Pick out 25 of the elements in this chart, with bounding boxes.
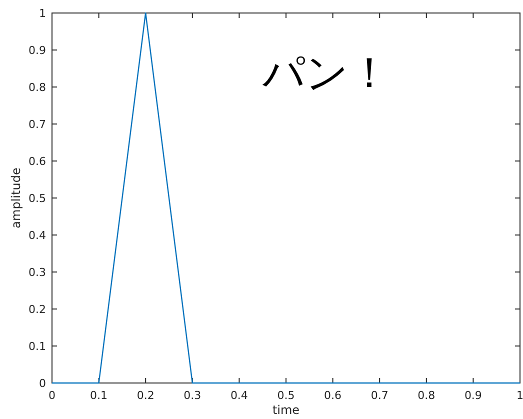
annotation: パン！ (262, 48, 391, 97)
y-tick-label: 0.4 (28, 229, 46, 242)
x-axis-title: time (272, 403, 300, 417)
x-tick-label: 0.1 (90, 389, 108, 402)
y-tick-label: 0.6 (28, 155, 46, 168)
y-tick-label: 0.3 (28, 266, 46, 279)
x-tick-label: 0.3 (184, 389, 202, 402)
y-tick-label: 0.2 (28, 303, 46, 316)
y-axis-title: amplitude (9, 168, 23, 228)
y-tick-label: 0 (39, 377, 46, 390)
x-tick-label: 0.5 (277, 389, 295, 402)
y-tick-label: 0.7 (28, 118, 46, 131)
y-tick-label: 0.1 (28, 340, 46, 353)
x-tick-label: 0.6 (324, 389, 342, 402)
x-tick-label: 0 (48, 389, 56, 402)
x-tick-label: 0.8 (418, 389, 436, 402)
y-tick-label: 0.9 (28, 44, 46, 57)
x-tick-label: 0.7 (370, 389, 388, 402)
x-tick-label: 0.4 (230, 389, 248, 402)
x-tick-label: 0.9 (464, 389, 482, 402)
y-tick-label: 1 (39, 7, 46, 20)
y-tick-label: 0.8 (28, 81, 46, 94)
x-tick-label: 1 (516, 389, 523, 402)
x-tick-label: 0.2 (136, 389, 154, 402)
y-tick-label: 0.5 (28, 192, 46, 205)
